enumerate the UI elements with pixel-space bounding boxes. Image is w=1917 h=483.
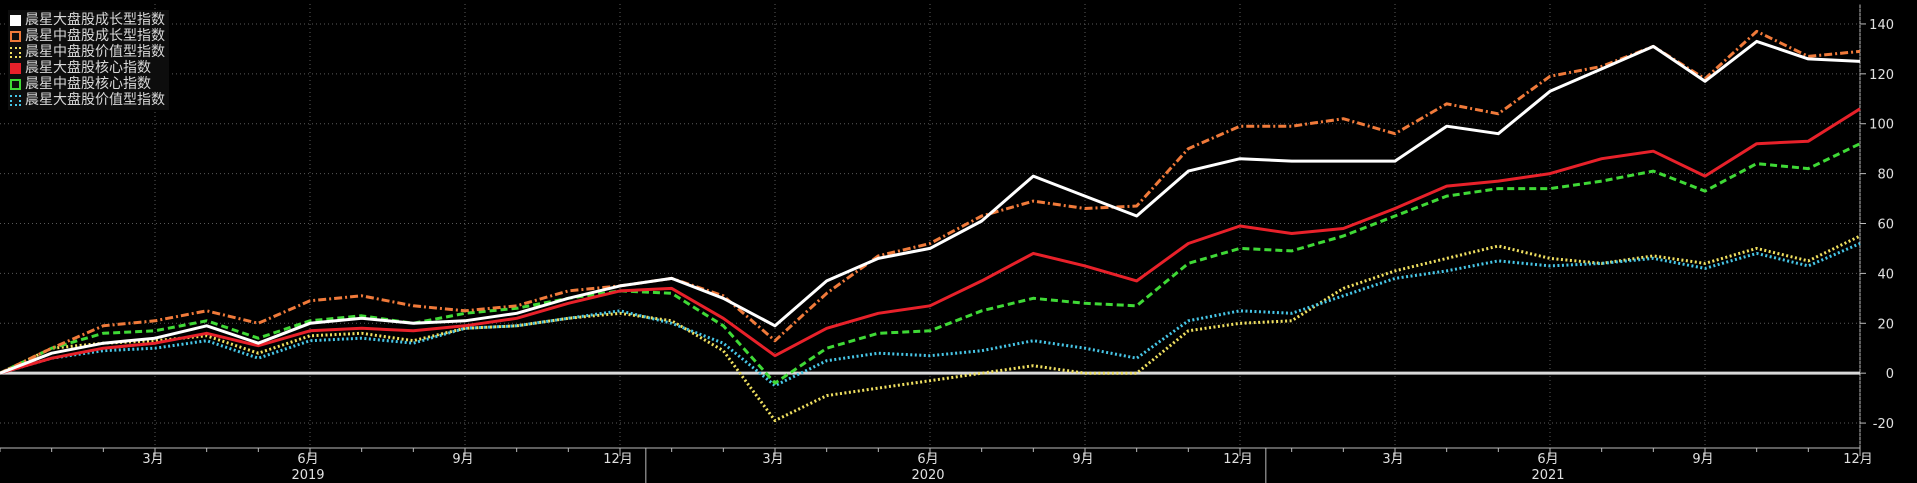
legend-swatch [10, 62, 21, 74]
x-tick-label: 3月 [762, 452, 783, 467]
legend-item: 晨星中盘股价值型指数 [10, 44, 165, 60]
y-tick-label: 80 [1877, 168, 1894, 183]
y-tick-label: 100 [1869, 118, 1894, 133]
legend-swatch [10, 78, 21, 90]
x-tick-label: 6月 [1537, 452, 1558, 467]
series-line [0, 29, 1861, 375]
legend-item: 晨星大盘股核心指数 [10, 60, 165, 76]
x-tick-label: 6月 [297, 452, 318, 467]
series-line [0, 234, 1861, 423]
x-tick-label: 12月 [1843, 452, 1873, 467]
y-tick-label: 20 [1877, 317, 1894, 332]
legend-item: 晨星中盘股核心指数 [10, 76, 165, 92]
legend-item: 晨星大盘股成长型指数 [10, 12, 165, 28]
y-tick-label: 0 [1886, 367, 1894, 382]
y-tick-label: -20 [1873, 417, 1894, 432]
legend-swatch [10, 94, 21, 106]
legend-label: 晨星大盘股成长型指数 [25, 12, 165, 28]
y-tick-label: 120 [1869, 68, 1894, 83]
y-tick-label: 40 [1877, 267, 1894, 282]
x-tick-label: 3月 [142, 452, 163, 467]
legend-label: 晨星大盘股价值型指数 [25, 92, 165, 108]
x-tick-label: 6月 [917, 452, 938, 467]
legend-label: 晨星中盘股成长型指数 [25, 28, 165, 44]
x-tick-label: 9月 [452, 452, 473, 467]
series-line [0, 107, 1861, 375]
year-label: 2021 [1531, 468, 1564, 483]
series-line [0, 242, 1861, 388]
x-tick-label: 3月 [1382, 452, 1403, 467]
legend-swatch [10, 46, 21, 58]
series-line [0, 39, 1861, 375]
series-line [0, 142, 1861, 385]
legend-swatch [10, 14, 21, 26]
y-tick-label: 60 [1877, 218, 1894, 233]
x-tick-label: 12月 [1223, 452, 1253, 467]
x-tick-label: 9月 [1692, 452, 1713, 467]
year-label: 2019 [291, 468, 324, 483]
x-tick-label: 9月 [1072, 452, 1093, 467]
legend-item: 晨星大盘股价值型指数 [10, 92, 165, 108]
x-tick-label: 12月 [603, 452, 633, 467]
legend: 晨星大盘股成长型指数 晨星中盘股成长型指数 晨星中盘股价值型指数 晨星大盘股核心指数晨… [8, 10, 169, 110]
legend-label: 晨星大盘股核心指数 [25, 60, 151, 76]
legend-item: 晨星中盘股成长型指数 [10, 28, 165, 44]
legend-label: 晨星中盘股核心指数 [25, 76, 151, 92]
year-label: 2020 [911, 468, 944, 483]
legend-swatch [10, 30, 21, 42]
y-tick-label: 140 [1869, 18, 1894, 33]
legend-label: 晨星中盘股价值型指数 [25, 44, 165, 60]
